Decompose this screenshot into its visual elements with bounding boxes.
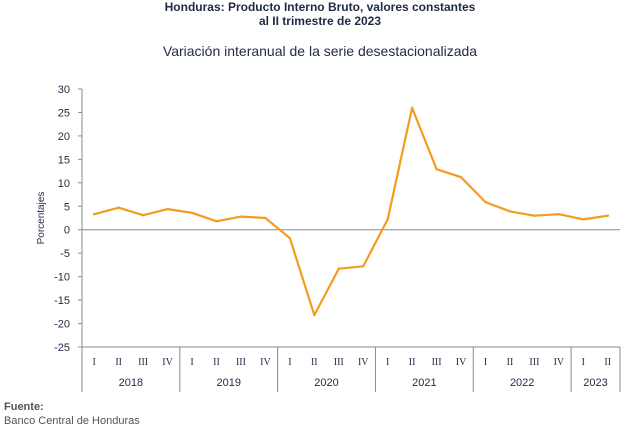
data-point	[93, 213, 96, 216]
x-tick-label-quarter: I	[484, 357, 487, 368]
y-tick-label: 5	[64, 201, 70, 213]
x-tick-label-quarter: III	[334, 357, 344, 368]
x-tick-label-quarter: II	[115, 357, 122, 368]
data-point	[533, 214, 536, 217]
x-tick-label-quarter: II	[311, 357, 318, 368]
y-tick-label: 10	[58, 178, 70, 190]
data-point	[313, 313, 316, 317]
data-point	[264, 216, 267, 220]
x-tick-label-quarter: I	[288, 357, 291, 368]
data-point	[386, 218, 389, 221]
data-point	[435, 168, 438, 171]
y-axis-title: Porcentajes	[36, 192, 47, 245]
y-tick-label: 30	[58, 84, 70, 96]
x-tick-label-year: 2020	[314, 377, 338, 389]
source-label: Fuente:	[4, 401, 44, 413]
chart-title-line1: Honduras: Producto Interno Bruto, valore…	[164, 0, 476, 14]
data-point	[288, 236, 292, 240]
x-tick-label-quarter: III	[236, 357, 246, 368]
series-line	[93, 106, 609, 317]
data-point	[117, 206, 120, 209]
x-tick-label-quarter: I	[190, 357, 193, 368]
y-tick-label: -15	[54, 295, 70, 307]
x-tick-label-year: 2019	[216, 377, 240, 389]
x-tick-label-year: 2018	[119, 377, 143, 389]
x-tick-label-quarter: I	[582, 357, 585, 368]
x-tick-label-quarter: IV	[358, 357, 369, 368]
data-point	[606, 214, 609, 217]
chart-subtitle: Variación interanual de la serie desesta…	[162, 43, 478, 59]
x-tick-label-quarter: IV	[456, 357, 467, 368]
data-point	[484, 200, 487, 204]
x-tick-label-quarter: II	[213, 357, 220, 368]
source-detail: Banco Central de Honduras	[4, 415, 140, 427]
y-tick-label: -5	[60, 248, 70, 260]
y-tick-label: 20	[58, 131, 70, 143]
y-tick-label: -25	[54, 342, 70, 354]
data-point	[582, 218, 585, 221]
x-tick-label-quarter: III	[432, 357, 442, 368]
x-tick-label-quarter: IV	[554, 357, 565, 368]
data-point	[190, 211, 194, 215]
chart-title-line2: al II trimestre de 2023	[258, 14, 382, 28]
x-tick-label-quarter: II	[507, 357, 514, 368]
data-point	[508, 210, 512, 213]
data-point	[141, 213, 145, 217]
x-tick-label-quarter: I	[93, 357, 96, 368]
data-point	[215, 220, 218, 223]
x-tick-label-quarter: II	[409, 357, 416, 368]
x-tick-label-quarter: IV	[162, 357, 173, 368]
y-tick-label: 25	[58, 107, 70, 119]
y-tick-label: 15	[58, 154, 70, 166]
data-point	[239, 215, 243, 218]
x-tick-label-year: 2022	[510, 377, 534, 389]
x-tick-label-quarter: IV	[260, 357, 271, 368]
data-point	[557, 213, 561, 216]
x-tick-label-quarter: I	[386, 357, 389, 368]
x-tick-label-quarter: II	[604, 357, 611, 368]
x-tick-label-year: 2021	[412, 377, 436, 389]
data-point	[337, 267, 340, 270]
data-point	[362, 265, 365, 268]
chart-title: Honduras: Producto Interno Bruto, valore…	[0, 0, 640, 28]
y-tick-label: -10	[54, 272, 70, 284]
data-point	[459, 175, 463, 179]
data-point	[166, 207, 169, 211]
x-tick-label-quarter: III	[138, 357, 148, 368]
x-tick-label-year: 2023	[583, 377, 607, 389]
x-tick-label-quarter: III	[529, 357, 539, 368]
data-point	[410, 106, 414, 109]
y-tick-label: -20	[54, 319, 70, 331]
y-tick-label: 0	[64, 225, 70, 237]
